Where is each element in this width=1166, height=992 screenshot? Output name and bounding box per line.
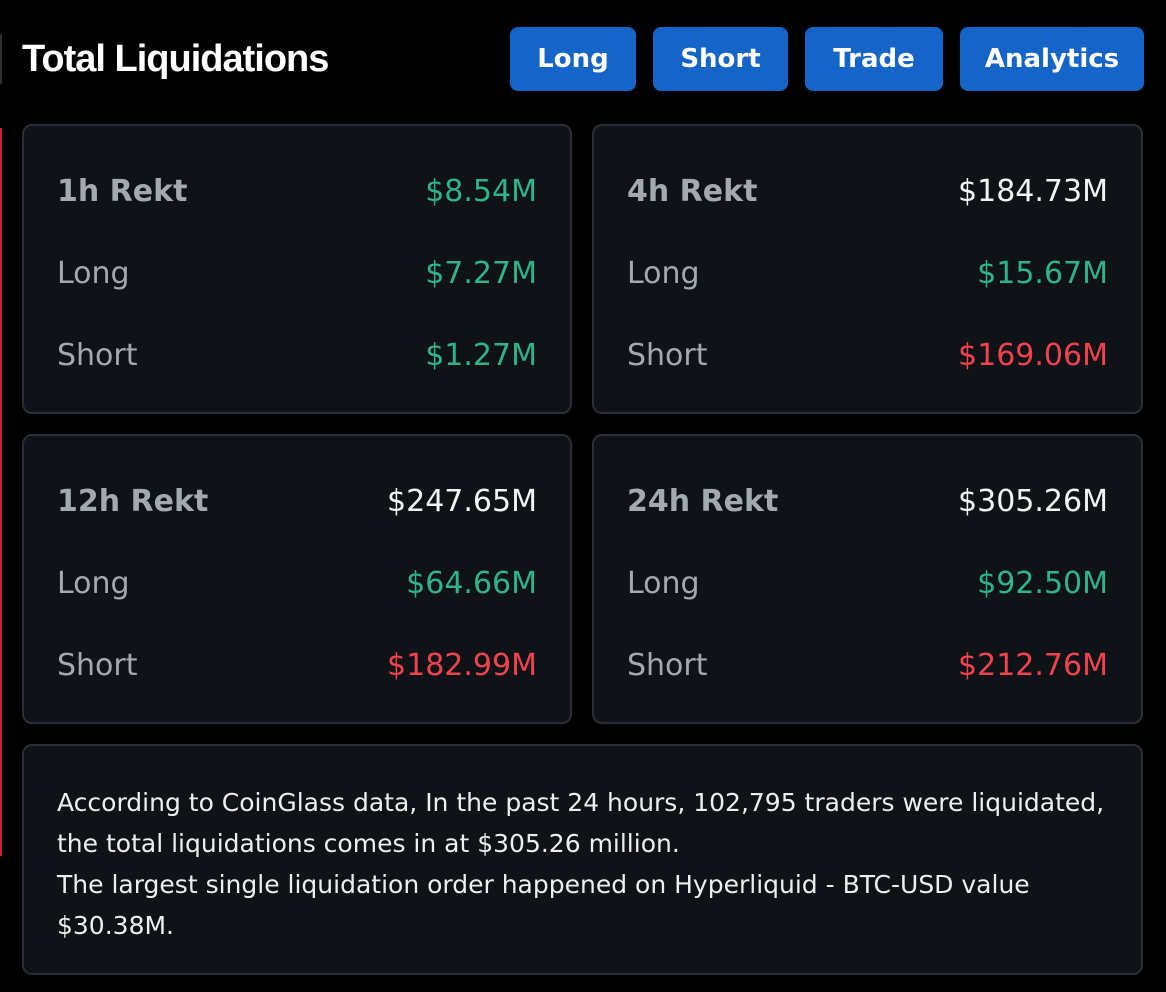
card-total-value: $247.65M bbox=[387, 484, 537, 519]
short-label: Short bbox=[57, 648, 138, 683]
short-value: $169.06M bbox=[958, 338, 1108, 373]
short-label: Short bbox=[627, 338, 708, 373]
short-value: $212.76M bbox=[958, 648, 1108, 683]
card-short-row: Short $169.06M bbox=[627, 338, 1108, 373]
card-total-value: $8.54M bbox=[425, 174, 537, 209]
card-total-row: 1h Rekt $8.54M bbox=[57, 174, 537, 209]
short-label: Short bbox=[57, 338, 138, 373]
card-1h-rekt: 1h Rekt $8.54M Long $7.27M Short $1.27M bbox=[22, 124, 572, 414]
summary-total-text: According to CoinGlass data, In the past… bbox=[57, 788, 1105, 858]
card-short-row: Short $182.99M bbox=[57, 648, 537, 683]
analytics-button[interactable]: Analytics bbox=[960, 27, 1144, 91]
header: Total Liquidations Long Short Trade Anal… bbox=[22, 26, 1144, 92]
short-value: $1.27M bbox=[425, 338, 537, 373]
card-short-row: Short $212.76M bbox=[627, 648, 1108, 683]
liquidation-summary: According to CoinGlass data, In the past… bbox=[22, 744, 1143, 975]
card-title: 12h Rekt bbox=[57, 484, 209, 519]
long-value: $15.67M bbox=[977, 256, 1108, 291]
card-4h-rekt: 4h Rekt $184.73M Long $15.67M Short $169… bbox=[592, 124, 1143, 414]
long-value: $64.66M bbox=[406, 566, 537, 601]
short-value: $182.99M bbox=[387, 648, 537, 683]
card-total-row: 24h Rekt $305.26M bbox=[627, 484, 1108, 519]
card-total-row: 4h Rekt $184.73M bbox=[627, 174, 1108, 209]
left-edge-accent bbox=[0, 128, 2, 856]
card-long-row: Long $15.67M bbox=[627, 256, 1108, 291]
long-value: $7.27M bbox=[425, 256, 537, 291]
trade-button[interactable]: Trade bbox=[805, 27, 943, 91]
card-long-row: Long $92.50M bbox=[627, 566, 1108, 601]
action-buttons: Long Short Trade Analytics bbox=[510, 27, 1144, 91]
summary-largest-order-text: The largest single liquidation order hap… bbox=[57, 870, 1030, 940]
long-label: Long bbox=[57, 566, 130, 601]
card-24h-rekt: 24h Rekt $305.26M Long $92.50M Short $21… bbox=[592, 434, 1143, 724]
card-short-row: Short $1.27M bbox=[57, 338, 537, 373]
short-label: Short bbox=[627, 648, 708, 683]
left-edge-tick bbox=[0, 34, 2, 84]
card-total-value: $184.73M bbox=[958, 174, 1108, 209]
long-label: Long bbox=[627, 256, 700, 291]
long-value: $92.50M bbox=[977, 566, 1108, 601]
card-long-row: Long $64.66M bbox=[57, 566, 537, 601]
card-long-row: Long $7.27M bbox=[57, 256, 537, 291]
card-total-row: 12h Rekt $247.65M bbox=[57, 484, 537, 519]
long-label: Long bbox=[57, 256, 130, 291]
card-title: 1h Rekt bbox=[57, 174, 188, 209]
long-button[interactable]: Long bbox=[510, 27, 636, 91]
card-title: 24h Rekt bbox=[627, 484, 779, 519]
page-title: Total Liquidations bbox=[22, 37, 329, 80]
card-12h-rekt: 12h Rekt $247.65M Long $64.66M Short $18… bbox=[22, 434, 572, 724]
short-button[interactable]: Short bbox=[653, 27, 788, 91]
long-label: Long bbox=[627, 566, 700, 601]
card-total-value: $305.26M bbox=[958, 484, 1108, 519]
card-title: 4h Rekt bbox=[627, 174, 758, 209]
